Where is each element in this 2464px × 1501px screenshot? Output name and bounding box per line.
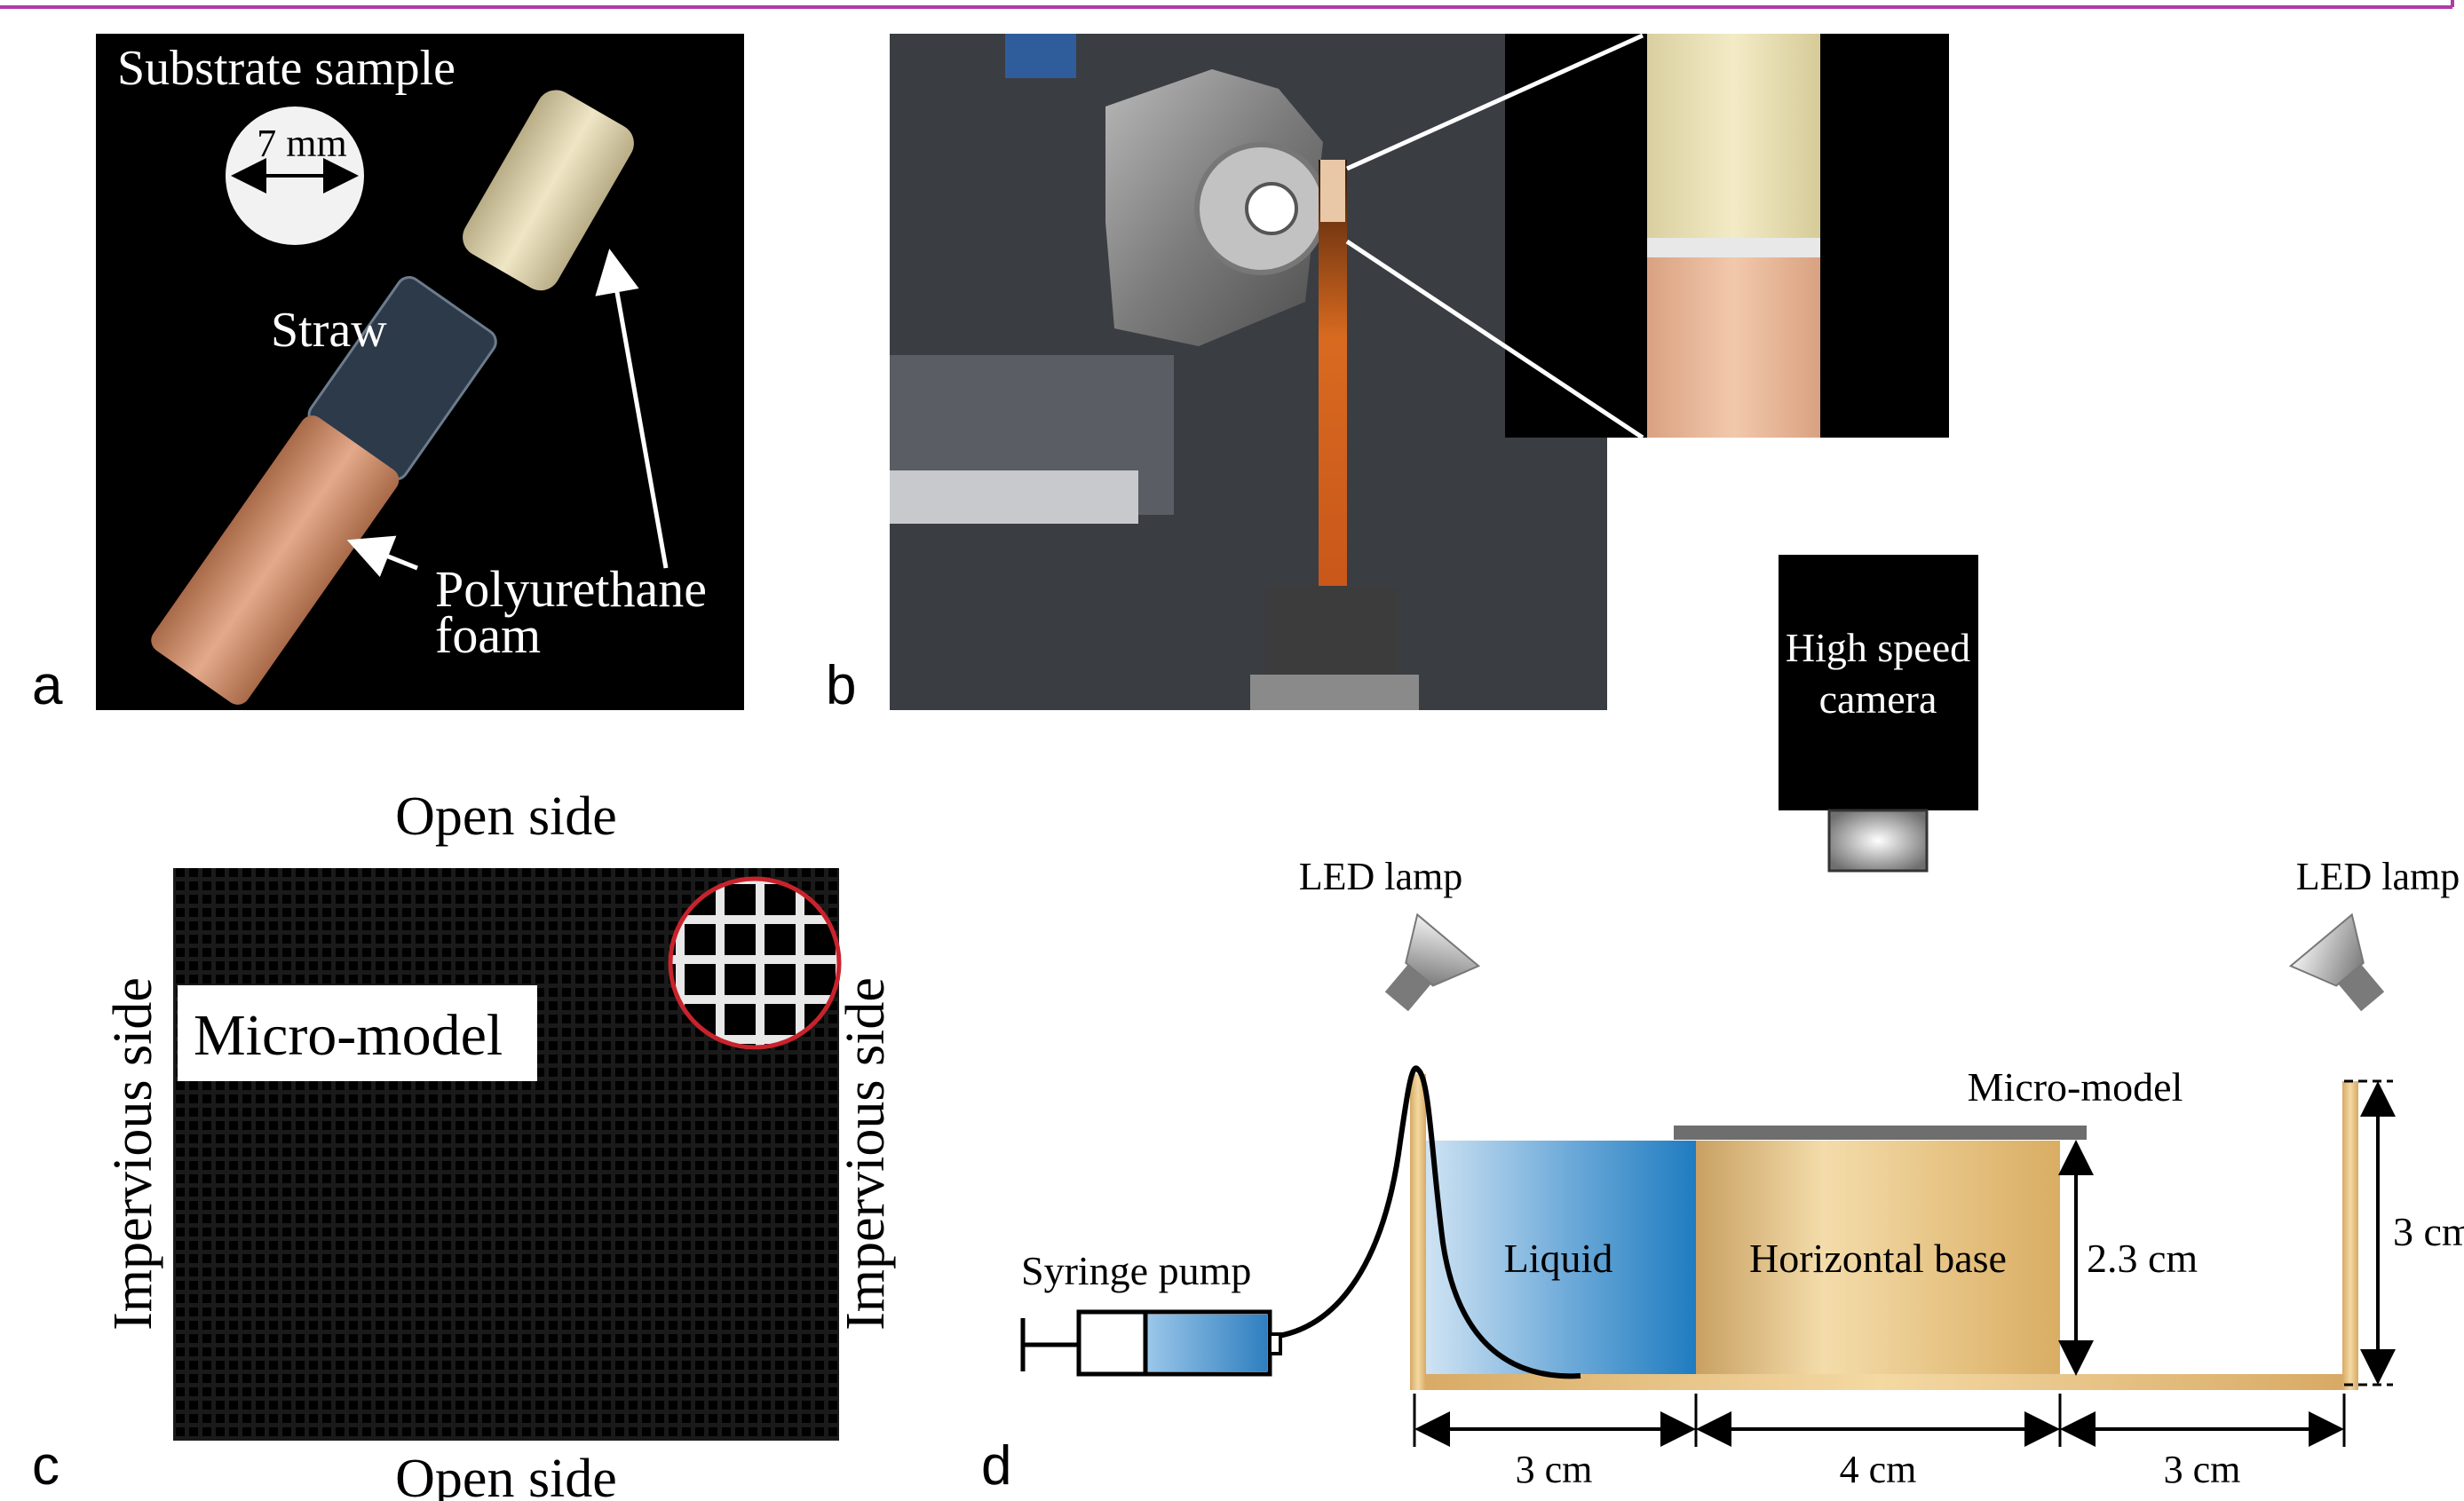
zoom-cream-segment [1647, 34, 1820, 238]
zoom-line-top [1345, 33, 1644, 171]
foam-label-line2: foam [435, 606, 541, 664]
container-right-wall [2342, 1081, 2358, 1390]
impervious-side-left-label: Impervious side [103, 977, 163, 1331]
camera-lens [1827, 809, 1929, 873]
horizontal-base [1696, 1141, 2060, 1374]
straw-label: Straw [271, 303, 387, 358]
chuck [1265, 586, 1398, 692]
straw-cylinder [151, 276, 497, 705]
panel-c: Open side Micro-model Impervious side Im… [32, 786, 896, 1501]
base-label: Horizontal base [1749, 1236, 2007, 1281]
wall-height-label: 3 cm [2393, 1209, 2464, 1254]
open-side-bottom-label: Open side [395, 1449, 617, 1501]
camera-label-line1: High speed [1786, 625, 1970, 670]
panel-b-letter: b [826, 655, 856, 716]
panel-b: b [826, 33, 1949, 716]
open-side-top-label: Open side [395, 786, 617, 847]
base-height-label: 2.3 cm [2087, 1236, 2198, 1281]
cream-cylinder [463, 90, 634, 291]
dimension-2-label: 4 cm [1840, 1448, 1917, 1491]
syringe-tube [1278, 1065, 1581, 1379]
panel-a-letter: a [32, 655, 63, 716]
syringe-label: Syringe pump [1021, 1248, 1251, 1293]
dimension-1-label: 3 cm [1516, 1448, 1593, 1491]
panel-a: Substrate sample 7 mm Straw Polyurethane… [32, 34, 744, 716]
dimension-3-label: 3 cm [2164, 1448, 2241, 1491]
zoom-foam-segment [1647, 257, 1820, 438]
micro-model-label: Micro-model [194, 1003, 503, 1068]
scale-label: 7 mm [257, 122, 346, 165]
micro-model-plate [1674, 1126, 2087, 1140]
panel-c-letter: c [32, 1435, 59, 1497]
foam-label-line1: Polyurethane [435, 560, 707, 618]
syringe-pump [1020, 1309, 1282, 1377]
led-left-label: LED lamp [1299, 855, 1463, 898]
panel-d-letter: d [981, 1435, 1011, 1497]
impervious-side-right-label: Impervious side [836, 977, 896, 1331]
micro-model-label-box [178, 985, 537, 1081]
camera-label-line2: camera [1819, 676, 1937, 722]
liquid-region [1426, 1141, 1696, 1374]
led-right-icon [2288, 912, 2385, 1012]
container-left-wall [1410, 1074, 1426, 1390]
micro-model-d-label: Micro-model [1968, 1064, 2183, 1110]
zoom-line-bottom [1345, 239, 1644, 440]
camera-body [1779, 555, 1978, 810]
zoom-circle [668, 876, 842, 1050]
panel-a-title: Substrate sample [117, 41, 456, 96]
cream-pointer-arrow [595, 249, 669, 569]
led-right-label: LED lamp [2296, 855, 2460, 898]
panel-d: High speed camera LED lamp LED lamp Micr… [981, 555, 2464, 1497]
led-left-icon [1384, 912, 1481, 1012]
liquid-label: Liquid [1504, 1236, 1613, 1281]
container-floor [1410, 1374, 2349, 1390]
sample-rod [1319, 160, 1347, 604]
foam-pointer-arrow [346, 535, 418, 578]
